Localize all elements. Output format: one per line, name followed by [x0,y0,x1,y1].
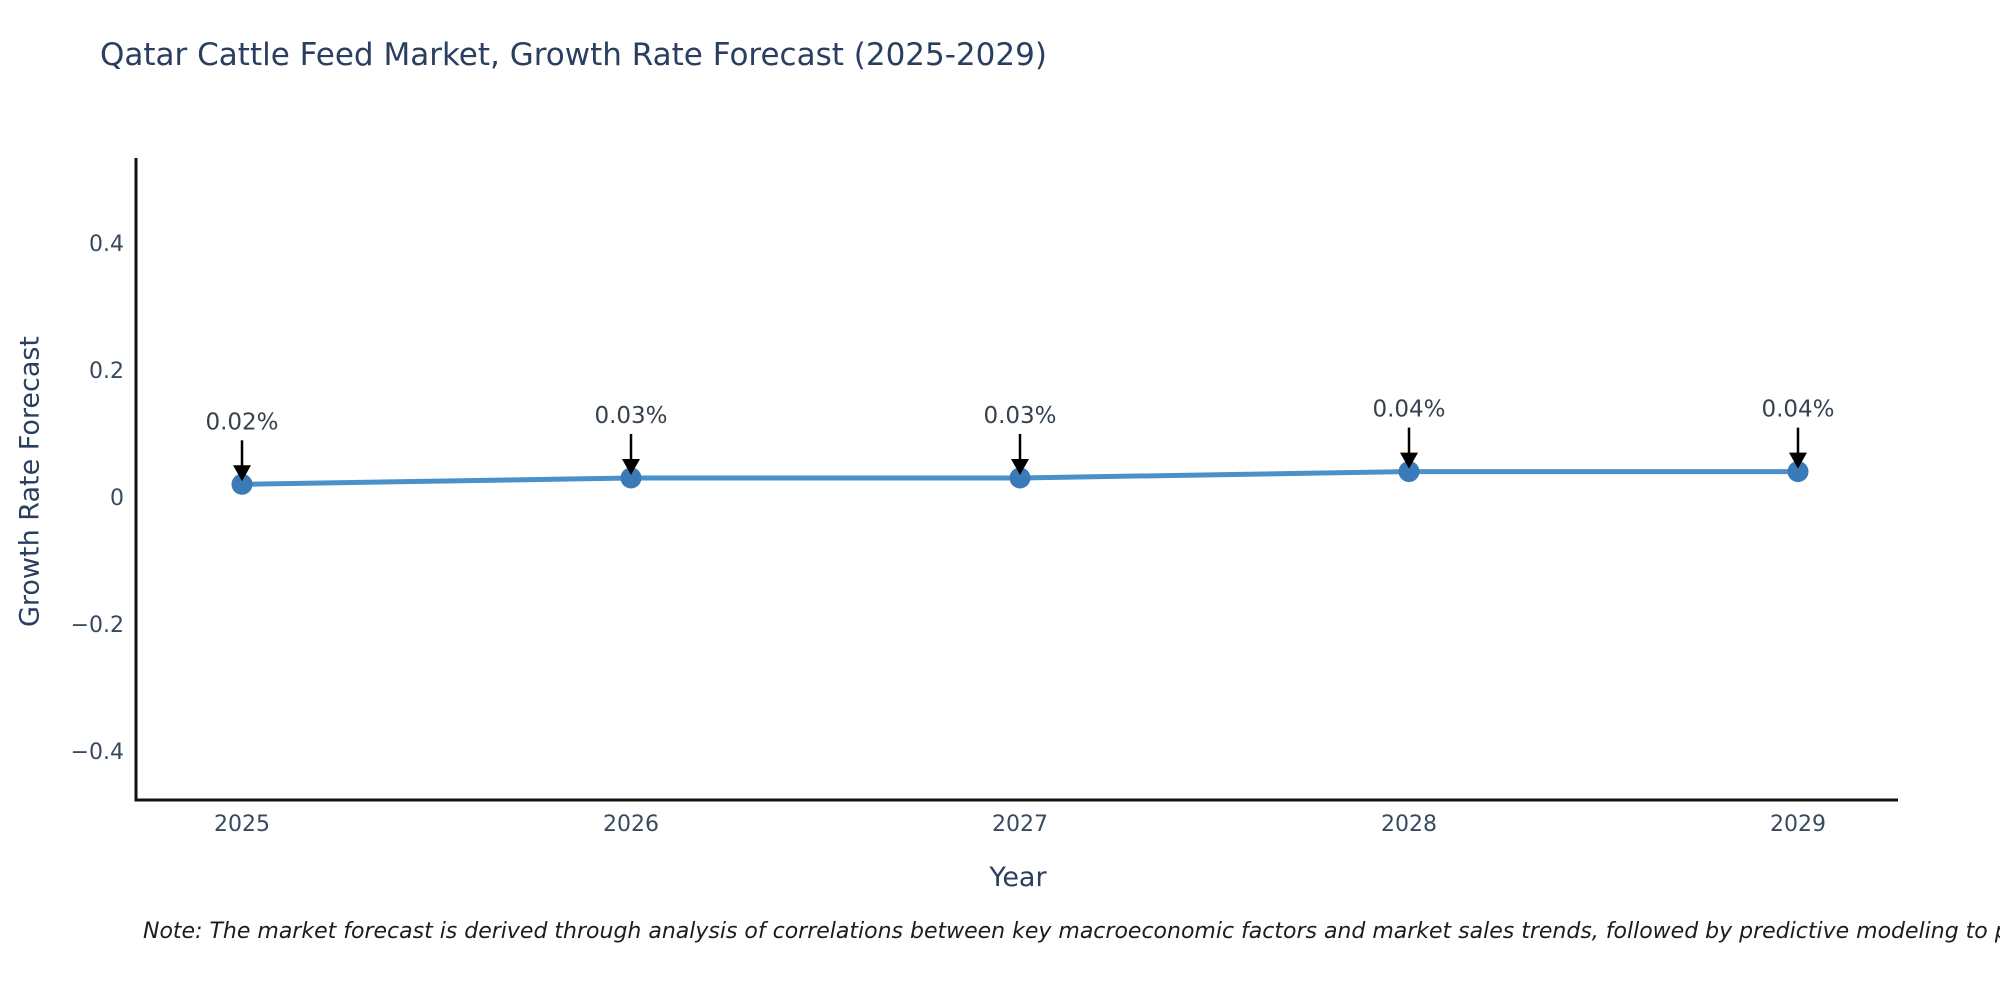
data-point-marker [1398,461,1420,483]
x-axis-title: Year [989,862,1047,893]
y-tick-label: −0.4 [71,740,124,765]
data-point-label: 0.04% [1372,397,1445,423]
data-point-marker [1787,461,1809,483]
x-tick-label: 2026 [603,812,659,837]
x-tick-label: 2025 [214,812,270,837]
footnote: Note: The market forecast is derived thr… [143,919,2000,944]
data-point-marker [231,473,253,495]
data-point-label: 0.04% [1761,397,1834,423]
annotation-arrow-head [233,465,251,482]
annotation-arrow-head [622,458,640,475]
data-point-label: 0.03% [594,403,667,429]
annotation-arrow-head [1011,458,1029,475]
data-point-label: 0.02% [205,409,278,435]
chart-title: Qatar Cattle Feed Market, Growth Rate Fo… [100,37,1047,73]
x-tick-label: 2027 [992,812,1048,837]
annotation-arrow-head [1789,452,1807,469]
y-tick-label: 0.2 [89,359,124,384]
x-tick-label: 2028 [1381,812,1437,837]
x-tick-label: 2029 [1770,812,1826,837]
y-tick-label: 0 [110,486,124,511]
annotation-arrow-head [1400,452,1418,469]
y-tick-label: 0.4 [89,232,124,257]
y-tick-label: −0.2 [71,613,124,638]
data-point-marker [1009,467,1031,489]
data-point-marker [620,467,642,489]
data-point-label: 0.03% [983,403,1056,429]
